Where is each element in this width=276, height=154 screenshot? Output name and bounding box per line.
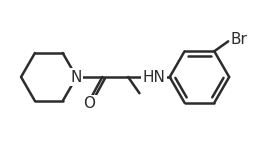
Text: Br: Br [230, 32, 247, 47]
Text: N: N [71, 69, 82, 85]
Text: HN: HN [142, 69, 165, 85]
Text: O: O [83, 96, 95, 111]
